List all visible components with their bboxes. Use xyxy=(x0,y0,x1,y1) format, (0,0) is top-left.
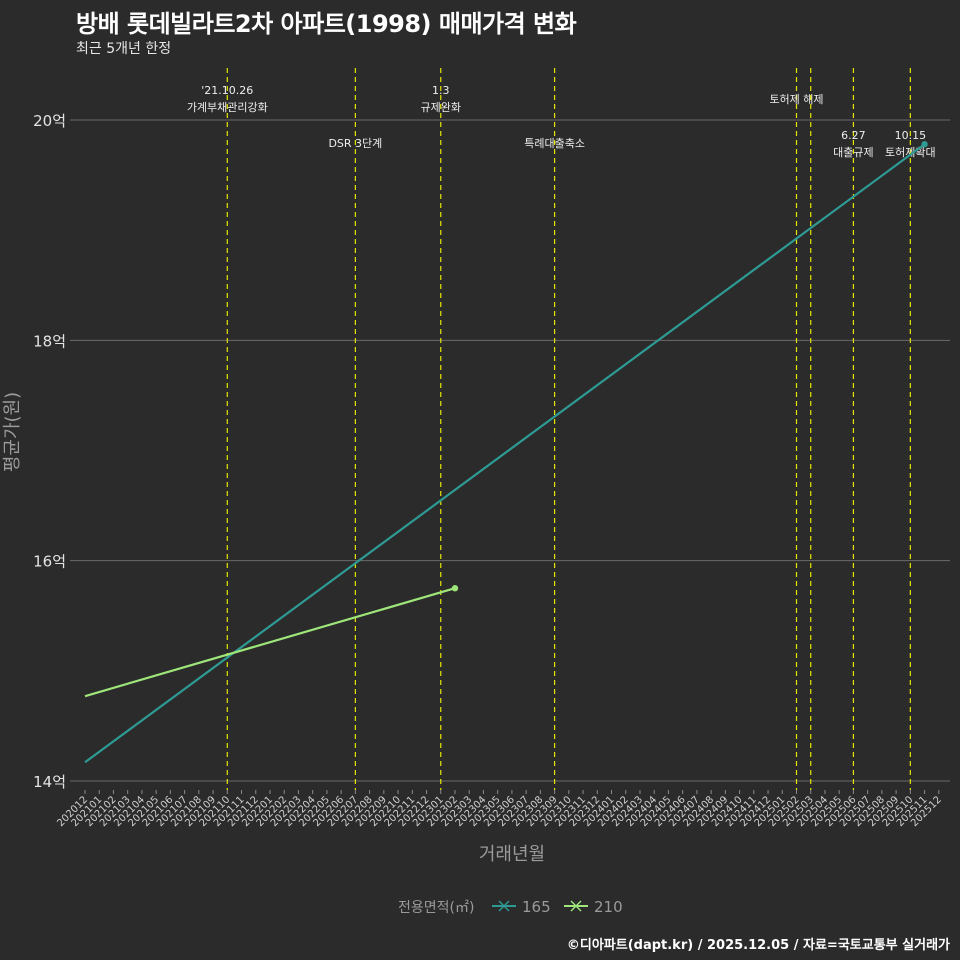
x-axis-ticks: 2020122021012021022021032021042021052021… xyxy=(55,790,944,829)
y-tick-label: 14억 xyxy=(33,773,66,791)
legend-item-165: 165 xyxy=(492,898,551,916)
y-axis-ticks: 14억 16억 18억 20억 xyxy=(33,112,66,791)
y-axis-label: 평균가(원) xyxy=(2,392,23,472)
x-axis-label: 거래년월 xyxy=(479,844,545,865)
legend-swatch-cross xyxy=(570,900,582,912)
legend-title: 전용면적(㎡) xyxy=(398,900,474,916)
legend-item-210: 210 xyxy=(564,898,623,916)
legend-label: 210 xyxy=(594,898,623,916)
event-label: 6.27 xyxy=(841,129,866,142)
event-label: '21.10.26 xyxy=(201,84,253,97)
legend: 전용면적(㎡) 165 210 xyxy=(398,898,623,916)
series-line-210 xyxy=(84,587,456,698)
event-label: 토허제 해제 xyxy=(769,92,823,106)
series-point-210 xyxy=(451,585,459,592)
chart-caption: ©디아파트(dapt.kr) / 2025.12.05 / 자료=국토교통부 실… xyxy=(566,938,950,953)
y-tick-label: 16억 xyxy=(33,553,66,571)
gridlines xyxy=(70,119,950,782)
chart-title: 방배 롯데빌라트2차 아파트(1998) 매매가격 변화 xyxy=(76,10,577,38)
y-tick-label: 20억 xyxy=(33,112,66,130)
y-tick-label: 18억 xyxy=(33,332,66,350)
event-label: 1.3 xyxy=(432,84,450,97)
series-point-165 xyxy=(921,141,928,148)
series-line-165 xyxy=(84,143,926,764)
data-series xyxy=(84,141,928,764)
event-label: DSR 3단계 xyxy=(328,137,382,150)
chart-subtitle: 최근 5개년 한정 xyxy=(76,41,172,57)
event-label: 토허제확대 xyxy=(885,146,936,159)
event-label: 특례대출축소 xyxy=(524,137,585,150)
legend-label: 165 xyxy=(522,898,551,916)
event-label: 가계부채관리강화 xyxy=(187,101,268,114)
event-label: 규제완화 xyxy=(421,101,461,114)
legend-swatch-cross xyxy=(498,900,510,912)
event-label: 대출규제 xyxy=(833,146,873,159)
event-label: 10.15 xyxy=(895,129,927,142)
